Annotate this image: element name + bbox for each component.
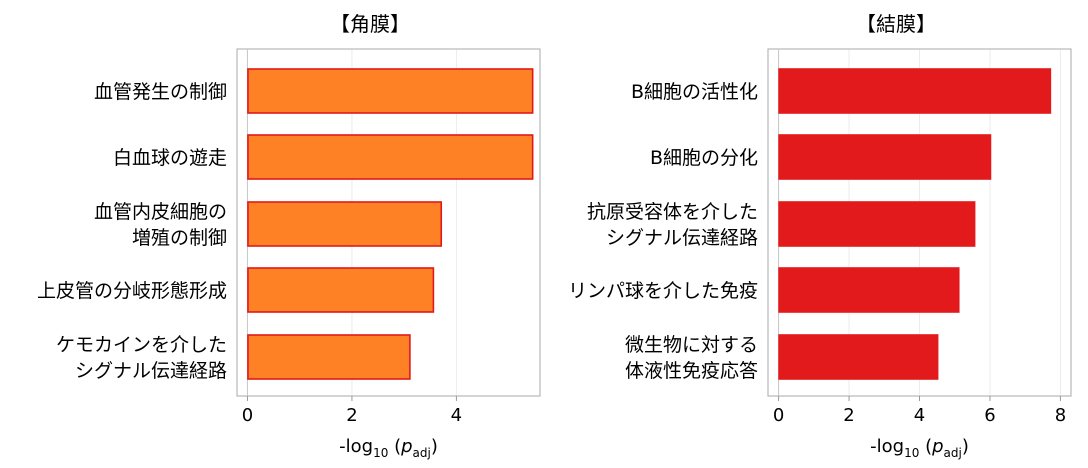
- x-axis-label-part: adj: [944, 446, 962, 460]
- x-tick-label: 8: [1055, 405, 1066, 426]
- x-axis-label-part: 10: [904, 446, 919, 460]
- x-tick-label: 0: [242, 405, 253, 426]
- x-axis-label-part: adj: [413, 446, 431, 460]
- bar: [778, 267, 960, 313]
- x-tick-label: 4: [451, 405, 462, 426]
- chart-title: 【結膜】: [856, 12, 936, 36]
- category-label: シグナル伝達経路: [606, 227, 758, 249]
- chart-panel-2: 【結膜】 B細胞の活性化 B細胞の分化抗原受容体を介したシグナル伝達経路リンパ球を介…: [568, 12, 1072, 460]
- bar: [778, 334, 939, 380]
- x-axis-label: -log10 (padj): [870, 436, 969, 460]
- category-label: 白血球の遊走: [113, 147, 227, 169]
- chart-title: 【角膜】: [330, 12, 410, 36]
- bar: [247, 267, 435, 313]
- x-tick-label: 2: [843, 405, 854, 426]
- x-axis-label-part: -log: [339, 436, 373, 457]
- x-tick-label: 2: [346, 405, 357, 426]
- x-axis-label-part: -log: [870, 436, 904, 457]
- category-label: 体液性免疫応答: [625, 360, 758, 382]
- bar: [247, 334, 411, 380]
- x-axis-label: -log10 (padj): [339, 436, 438, 460]
- category-label: リンパ球を介した免疫: [568, 280, 758, 302]
- bar: [778, 134, 992, 180]
- x-tick-label: 0: [773, 405, 784, 426]
- category-label: 抗原受容体を介した: [587, 201, 758, 223]
- bar: [778, 201, 976, 247]
- x-axis-label-part: p: [400, 436, 412, 457]
- category-label: ケモカインを介した: [56, 334, 227, 356]
- category-label: シグナル伝達経路: [75, 360, 227, 382]
- category-label: 血管発生の制御: [94, 81, 227, 103]
- category-label: B細胞の分化: [650, 147, 758, 169]
- category-label: 上皮管の分岐形態形成: [37, 280, 227, 302]
- x-axis-label-part: p: [931, 436, 943, 457]
- plot-frame: [236, 48, 541, 397]
- x-tick-label: 4: [914, 405, 925, 426]
- category-label: 血管内皮細胞の: [94, 201, 227, 223]
- bar: [778, 68, 1052, 114]
- x-axis-label-part: (: [388, 436, 401, 457]
- x-axis-label-part: 10: [373, 446, 388, 460]
- bar: [247, 68, 534, 114]
- x-axis-label-part: ): [962, 436, 969, 457]
- chart-panel-1: 【角膜】血管発生の制御白血球の遊走血管内皮細胞の増殖の制御上皮管の分岐形態形成ケ…: [37, 12, 541, 460]
- x-tick-label: 6: [984, 405, 995, 426]
- bar: [247, 201, 443, 247]
- category-label: 増殖の制御: [132, 227, 227, 249]
- x-axis-label-part: ): [431, 436, 438, 457]
- bar: [247, 134, 534, 180]
- category-label: 微生物に対する: [625, 334, 758, 356]
- category-label: B細胞の活性化: [631, 81, 758, 103]
- x-axis-label-part: (: [919, 436, 932, 457]
